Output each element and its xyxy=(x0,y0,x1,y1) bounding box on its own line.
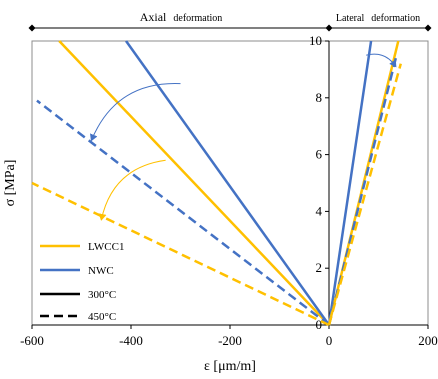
series-line-lwcc1-300-axial xyxy=(58,40,330,326)
nwc-shift-arrow xyxy=(90,83,181,142)
legend-label-300c: 300°C xyxy=(88,289,116,301)
series-line-lwcc1-450-axial xyxy=(31,181,330,327)
region-label-lateral: Lateral deformation xyxy=(336,8,420,25)
region-label-axial: Axial deformation xyxy=(140,8,223,25)
legend-label-nwc: NWC xyxy=(88,265,114,277)
y-tick-label: 4 xyxy=(316,203,323,218)
region-annotation: Axial deformation Lateral deformation xyxy=(28,8,432,32)
x-tick-label: 200 xyxy=(418,333,438,348)
lateral-shift-arrow xyxy=(366,53,397,68)
y-axis-title: σ [MPa] xyxy=(3,160,18,207)
series-line-nwc-450-axial xyxy=(36,99,330,326)
y-tick-label: 6 xyxy=(316,147,323,162)
y-tick-label: 0 xyxy=(316,317,323,332)
y-tick-label: 10 xyxy=(309,33,322,48)
region-label-axial-main: Axial xyxy=(140,10,167,24)
annotation-arrows xyxy=(90,53,397,221)
region-label-axial-sub: deformation xyxy=(173,13,222,24)
region-label-lateral-main: Lateral xyxy=(336,13,365,24)
x-tick-label: -200 xyxy=(218,333,242,348)
region-label-lateral-sub: deformation xyxy=(371,13,420,24)
legend-label-450c: 450°C xyxy=(88,311,116,323)
legend-label-lwcc1: LWCC1 xyxy=(88,241,124,253)
x-tick-label: -400 xyxy=(119,333,143,348)
legend: LWCC1 NWC 300°C 450°C xyxy=(40,241,124,323)
series-line-nwc-300-axial xyxy=(125,40,331,326)
x-axis-title: ε [μm/m] xyxy=(204,359,256,374)
x-tick-label: -600 xyxy=(20,333,44,348)
y-tick-label: 2 xyxy=(316,260,323,275)
y-axis-ticks: 0 2 4 6 8 10 xyxy=(309,33,329,332)
y-tick-label: 8 xyxy=(316,90,323,105)
x-tick-label: 0 xyxy=(326,333,333,348)
lwcc1-shift-arrow xyxy=(98,159,166,221)
series-layer xyxy=(31,40,402,327)
series-line-lwcc1-450-lateral xyxy=(327,63,402,326)
series-line-nwc-300-lateral xyxy=(327,40,373,326)
x-axis-ticks: -600 -400 -200 0 200 xyxy=(20,325,438,348)
